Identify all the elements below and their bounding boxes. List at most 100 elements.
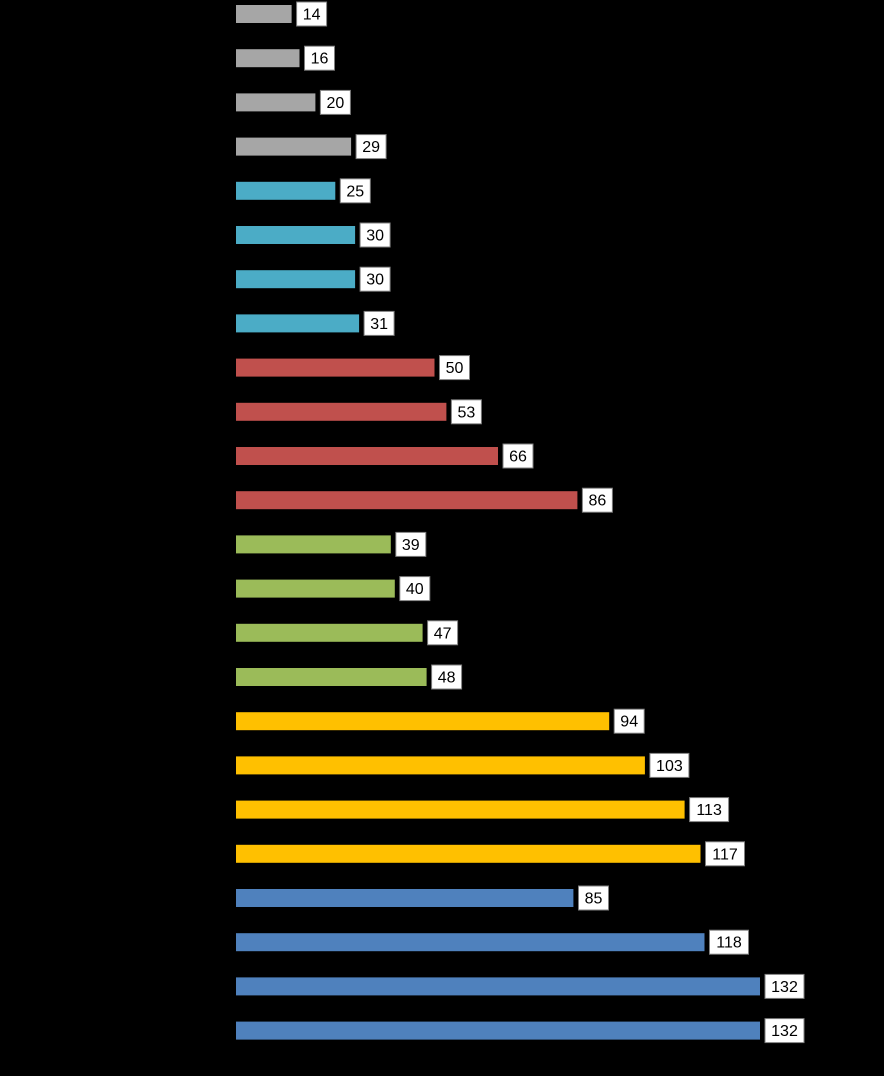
data-label-text: 86 [589, 493, 607, 510]
data-label-text: 85 [585, 891, 603, 908]
data-label: 48 [431, 664, 463, 690]
bar [236, 668, 427, 686]
data-label-text: 14 [303, 7, 321, 24]
data-label-text: 50 [446, 360, 464, 377]
data-label-text: 29 [362, 139, 380, 156]
data-label-box [613, 708, 645, 734]
bar [236, 226, 356, 244]
bar [236, 93, 316, 112]
bar [236, 447, 498, 465]
data-label: 113 [689, 797, 730, 823]
data-label-text: 47 [434, 625, 452, 642]
data-label: 47 [427, 620, 459, 646]
bar [236, 889, 574, 907]
data-label-text: 48 [438, 670, 456, 687]
bars-layer [236, 5, 760, 1040]
data-label-box [431, 664, 463, 690]
data-label: 118 [709, 929, 749, 955]
bar [236, 712, 610, 731]
bar [236, 977, 760, 996]
data-label-box [359, 222, 391, 248]
data-label: 30 [359, 222, 391, 248]
data-label-box [399, 576, 431, 602]
bar [236, 579, 395, 598]
data-label-text: 30 [366, 228, 384, 245]
data-label-text: 117 [712, 846, 738, 863]
data-label-text: 118 [716, 935, 742, 952]
bar [236, 491, 578, 510]
data-label-box [439, 355, 470, 381]
data-label: 30 [359, 266, 391, 292]
data-label-box [649, 752, 690, 778]
data-label-box [427, 620, 459, 646]
bar [236, 1021, 760, 1040]
data-label: 132 [764, 1018, 805, 1044]
data-label-text: 20 [327, 95, 345, 112]
data-label-box [705, 841, 745, 867]
data-label-box [339, 178, 371, 204]
bar [236, 314, 360, 333]
data-label-box [764, 973, 805, 999]
data-label-box [319, 89, 351, 115]
data-label: 25 [339, 178, 371, 204]
bar [236, 270, 356, 289]
data-label-box [355, 134, 387, 160]
data-label-text: 39 [402, 537, 420, 554]
data-label-text: 25 [346, 183, 364, 200]
data-label-box [578, 885, 609, 911]
data-label-box [304, 45, 335, 71]
data-label-text: 30 [366, 272, 384, 289]
bar [236, 49, 300, 68]
bar [236, 933, 705, 952]
data-label: 66 [502, 443, 534, 469]
data-label: 86 [581, 487, 613, 513]
data-label-text: 16 [311, 51, 329, 68]
data-label: 132 [764, 973, 805, 999]
data-label-text: 53 [458, 404, 476, 421]
data-label: 29 [355, 134, 387, 160]
data-label-box [395, 531, 427, 557]
bar [236, 137, 352, 156]
data-label-box [764, 1018, 805, 1044]
data-label-box [450, 399, 482, 425]
bar [236, 800, 685, 819]
data-label: 85 [578, 885, 609, 911]
bar [236, 181, 336, 200]
bar [236, 844, 701, 863]
data-label: 103 [649, 752, 690, 778]
data-label: 14 [296, 1, 328, 27]
bar [236, 5, 292, 23]
data-labels-layer: 14 16 20 29 25 30 30 31 50 53 66 86 39 40 47 48 94 103 113… [296, 1, 805, 1044]
data-label: 53 [450, 399, 482, 425]
data-label-box [359, 266, 391, 292]
data-label-text: 132 [771, 979, 798, 996]
bar [236, 358, 435, 377]
data-label-text: 103 [656, 758, 683, 775]
bar [236, 623, 423, 642]
data-label: 31 [363, 310, 395, 336]
data-label: 39 [395, 531, 427, 557]
data-label-box [581, 487, 613, 513]
data-label: 20 [319, 89, 351, 115]
data-label-box [296, 1, 328, 27]
data-label-box [709, 929, 749, 955]
data-label-box [502, 443, 534, 469]
bar [236, 535, 391, 554]
data-label-text: 31 [370, 316, 388, 333]
data-label: 117 [705, 841, 745, 867]
bar [236, 756, 645, 775]
data-label-box [363, 310, 395, 336]
data-label-box [689, 797, 730, 823]
data-label-text: 132 [771, 1023, 798, 1040]
data-label-text: 113 [696, 802, 722, 819]
data-label: 94 [613, 708, 645, 734]
data-label: 40 [399, 576, 431, 602]
data-label: 16 [304, 45, 335, 71]
data-label-text: 66 [509, 449, 527, 466]
data-label-text: 40 [406, 581, 424, 598]
data-label: 50 [439, 355, 470, 381]
bar [236, 402, 447, 421]
data-label-text: 94 [620, 714, 638, 731]
